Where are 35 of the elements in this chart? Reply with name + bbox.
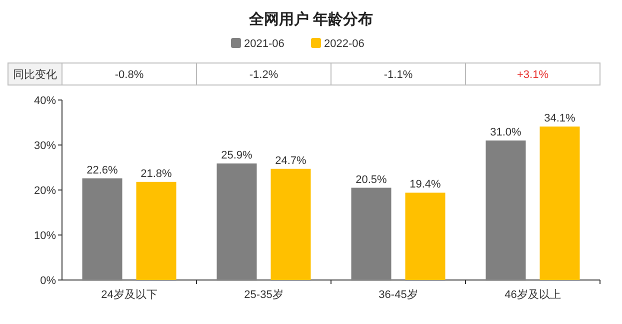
bar (270, 168, 311, 280)
legend-item: 2021-06 (231, 38, 284, 50)
bar (136, 182, 176, 280)
chart-title: 全网用户 年龄分布 (248, 10, 374, 28)
x-tick-label: 36-45岁 (378, 289, 418, 301)
data-label: 20.5% (356, 174, 388, 186)
data-label: 25.9% (221, 149, 253, 162)
y-tick-label: 10% (34, 230, 56, 242)
bar (216, 163, 257, 280)
bar (82, 178, 122, 280)
x-tick-label: 25-35岁 (244, 289, 284, 301)
text: -1.1% (384, 69, 413, 81)
data-label: 22.6% (86, 164, 118, 176)
y-tick-label: 0% (40, 275, 56, 287)
bar (540, 126, 580, 280)
data-label: 24.7% (275, 154, 307, 167)
y-tick-label: 30% (34, 140, 56, 152)
data-label: 34.1% (544, 112, 576, 125)
legend-label: 2022-06 (324, 38, 364, 50)
y-tick-label: 20% (34, 185, 56, 197)
text: -0.8% (114, 69, 144, 81)
bar (405, 192, 446, 280)
bar (486, 140, 526, 280)
x-tick-label: 46岁及以上 (504, 288, 561, 301)
x-tick-label: 24岁及以下 (101, 288, 158, 301)
legend-item: 2022-06 (311, 38, 364, 50)
y-tick-label: 40% (34, 95, 56, 107)
bar (351, 188, 392, 280)
text: +3.1% (517, 69, 549, 81)
data-label: 19.4% (410, 178, 442, 191)
text: -1.2% (249, 69, 278, 81)
text: 同比变化 (13, 68, 57, 81)
data-label: 21.8% (140, 168, 172, 180)
data-label: 31.0% (490, 126, 522, 138)
legend-label: 2021-06 (244, 38, 284, 50)
